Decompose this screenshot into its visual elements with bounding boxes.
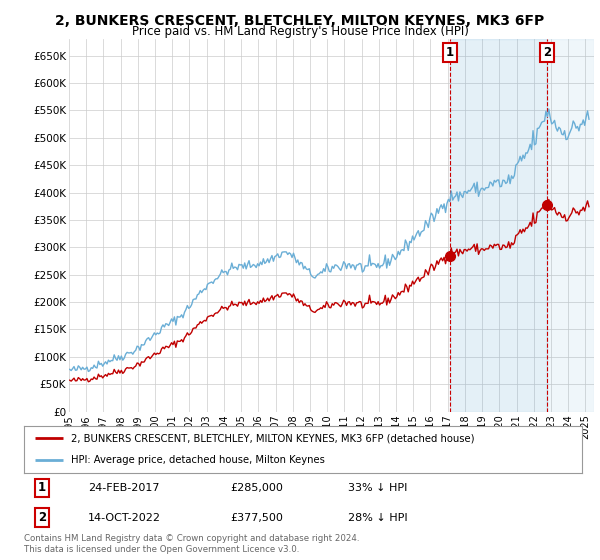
Text: Price paid vs. HM Land Registry's House Price Index (HPI): Price paid vs. HM Land Registry's House … [131, 25, 469, 38]
Text: 14-OCT-2022: 14-OCT-2022 [88, 513, 161, 523]
Text: 24-FEB-2017: 24-FEB-2017 [88, 483, 160, 493]
Text: HPI: Average price, detached house, Milton Keynes: HPI: Average price, detached house, Milt… [71, 455, 325, 465]
Bar [547, 39, 594, 412]
Text: 2, BUNKERS CRESCENT, BLETCHLEY, MILTON KEYNES, MK3 6FP (detached house): 2, BUNKERS CRESCENT, BLETCHLEY, MILTON K… [71, 433, 475, 444]
Text: £285,000: £285,000 [230, 483, 283, 493]
Text: 28% ↓ HPI: 28% ↓ HPI [347, 513, 407, 523]
Bar [450, 39, 547, 412]
Text: £377,500: £377,500 [230, 513, 283, 523]
Text: 2: 2 [543, 46, 551, 59]
Text: 2, BUNKERS CRESCENT, BLETCHLEY, MILTON KEYNES, MK3 6FP: 2, BUNKERS CRESCENT, BLETCHLEY, MILTON K… [55, 14, 545, 28]
Text: 33% ↓ HPI: 33% ↓ HPI [347, 483, 407, 493]
Text: 1: 1 [38, 482, 46, 494]
Text: 2: 2 [38, 511, 46, 524]
Text: 1: 1 [446, 46, 454, 59]
Text: Contains HM Land Registry data © Crown copyright and database right 2024.
This d: Contains HM Land Registry data © Crown c… [24, 534, 359, 554]
